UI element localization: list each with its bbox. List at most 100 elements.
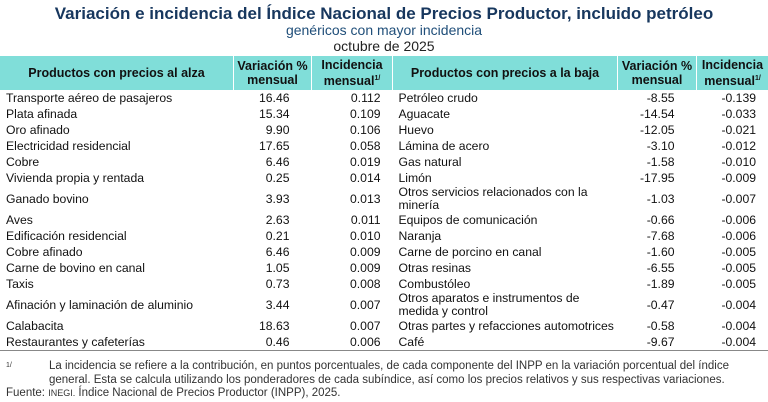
table-row: Aves 2.63 0.011 Equipos de comunicación -0.6… <box>0 212 768 228</box>
down-incidence: -0.005 <box>721 276 756 291</box>
down-incidence: -0.005 <box>721 244 756 259</box>
table-row: Cobre 6.46 0.019 Gas natural -1.58 -0.010 <box>0 154 768 170</box>
up-incidence: 0.112 <box>350 90 381 105</box>
up-incidence: 0.013 <box>350 191 381 206</box>
up-product: Afinación y laminación de aluminio <box>6 297 193 312</box>
up-variation: 0.25 <box>265 170 290 185</box>
up-incidence: 0.009 <box>350 244 381 259</box>
up-product: Carne de bovino en canal <box>6 260 145 275</box>
up-incidence: 0.006 <box>311 334 393 351</box>
header-down-incidence: Incidencia mensual1/ <box>696 56 768 90</box>
up-incidence: 0.058 <box>350 138 381 153</box>
down-variation: -8.55 <box>646 90 675 105</box>
down-product: Gas natural <box>398 154 462 169</box>
up-product: Cobre <box>6 154 40 169</box>
up-product: Edificación residencial <box>6 228 127 243</box>
up-product: Electricidad residencial <box>6 138 131 153</box>
up-variation: 18.63 <box>259 318 290 333</box>
up-incidence: 0.014 <box>350 170 381 185</box>
header-up-incidence: Incidencia mensual1/ <box>311 56 393 90</box>
down-variation: -1.60 <box>646 244 675 259</box>
table-row: Cobre afinado 6.46 0.009 Carne de porcino e… <box>0 244 768 260</box>
up-incidence: 0.106 <box>350 122 381 137</box>
up-variation: 0.73 <box>265 276 290 291</box>
down-product: Café <box>392 334 618 351</box>
down-incidence: -0.006 <box>721 212 756 227</box>
down-incidence: -0.004 <box>721 318 756 333</box>
table-row: Restaurantes y cafeterías 0.46 0.006 Café -9… <box>0 334 768 351</box>
down-incidence: -0.033 <box>721 106 756 121</box>
up-variation: 1.05 <box>265 260 290 275</box>
up-product: Aves <box>6 212 33 227</box>
down-product: Aguacate <box>398 106 451 121</box>
up-incidence: 0.008 <box>350 276 381 291</box>
down-variation: -3.10 <box>646 138 675 153</box>
table-row: Vivienda propia y rentada 0.25 0.014 Limón -… <box>0 170 768 186</box>
header-row: Productos con precios al alza Variación … <box>0 56 768 90</box>
up-variation: 16.46 <box>259 90 290 105</box>
up-product: Vivienda propia y rentada <box>6 170 144 185</box>
down-product: Huevo <box>398 122 434 137</box>
header-down-products: Productos con precios a la baja <box>392 56 618 90</box>
up-incidence: 0.010 <box>350 228 381 243</box>
up-incidence: 0.019 <box>350 154 381 169</box>
down-product: Equipos de comunicación <box>398 212 538 227</box>
header-up-products: Productos con precios al alza <box>0 56 234 90</box>
up-variation: 0.21 <box>265 228 290 243</box>
table-row: Carne de bovino en canal 1.05 0.009 Otras r… <box>0 260 768 276</box>
down-variation: -0.58 <box>646 318 675 333</box>
up-variation: 2.63 <box>265 212 290 227</box>
page-title: Variación e incidencia del Índice Nacion… <box>54 4 714 23</box>
down-product: Combustóleo <box>398 276 471 291</box>
up-incidence: 0.009 <box>350 260 381 275</box>
down-product: Carne de porcino en canal <box>398 244 542 259</box>
down-incidence: -0.004 <box>696 334 768 351</box>
down-incidence: -0.004 <box>721 297 756 312</box>
down-product: Otros aparatos e instrumentos de medida … <box>398 291 580 318</box>
header-down-variation: Variación % mensual <box>617 56 697 90</box>
down-incidence: -0.021 <box>721 122 756 137</box>
up-product: Plata afinada <box>6 106 78 121</box>
table-row: Plata afinada 15.34 0.109 Aguacate -14.54 -0.… <box>0 106 768 122</box>
up-variation: 15.34 <box>259 106 290 121</box>
down-variation: -12.05 <box>639 122 675 137</box>
up-product: Taxis <box>6 276 34 291</box>
down-variation: -0.66 <box>646 212 675 227</box>
up-product: Calabacita <box>6 318 64 333</box>
down-variation: -7.68 <box>646 228 675 243</box>
down-product: Otras resinas <box>398 260 471 275</box>
up-incidence: 0.109 <box>350 106 381 121</box>
table-row: Ganado bovino 3.93 0.013 Otros servicios re… <box>0 186 768 212</box>
table-row: Taxis 0.73 0.008 Combustóleo -1.89 -0.005 <box>0 276 768 292</box>
down-variation: -14.54 <box>639 106 675 121</box>
up-incidence: 0.011 <box>350 212 381 227</box>
down-incidence: -0.139 <box>721 90 756 105</box>
period: octubre de 2025 <box>333 38 435 54</box>
up-product: Cobre afinado <box>6 244 83 259</box>
down-variation: -6.55 <box>646 260 675 275</box>
table-row: Transporte aéreo de pasajeros 16.46 0.112 P… <box>0 90 768 106</box>
down-variation: -1.89 <box>646 276 675 291</box>
subtitle: genéricos con mayor incidencia <box>285 22 483 38</box>
table-row: Edificación residencial 0.21 0.010 Naranja -… <box>0 228 768 244</box>
down-product: Otras partes y refacciones automotrices <box>398 318 614 333</box>
up-product: Transporte aéreo de pasajeros <box>6 90 173 105</box>
down-product: Otros servicios relacionados con la mine… <box>398 185 588 212</box>
up-variation: 3.44 <box>265 297 290 312</box>
header-up-variation: Variación % mensual <box>233 56 312 90</box>
up-product: Oro afinado <box>6 122 70 137</box>
incidence-table: Productos con precios al alza Variación … <box>0 56 768 351</box>
down-incidence: -0.007 <box>721 191 756 206</box>
up-incidence: 0.007 <box>350 297 381 312</box>
down-incidence: -0.010 <box>721 154 756 169</box>
down-incidence: -0.005 <box>721 260 756 275</box>
table-row: Electricidad residencial 17.65 0.058 Lámina… <box>0 138 768 154</box>
down-variation: -1.58 <box>646 154 675 169</box>
down-incidence: -0.012 <box>721 138 756 153</box>
up-variation: 17.65 <box>259 138 290 153</box>
down-product: Naranja <box>398 228 442 243</box>
down-variation: -17.95 <box>639 170 675 185</box>
up-product: Ganado bovino <box>6 191 89 206</box>
down-variation: -0.47 <box>646 297 675 312</box>
down-incidence: -0.009 <box>721 170 756 185</box>
